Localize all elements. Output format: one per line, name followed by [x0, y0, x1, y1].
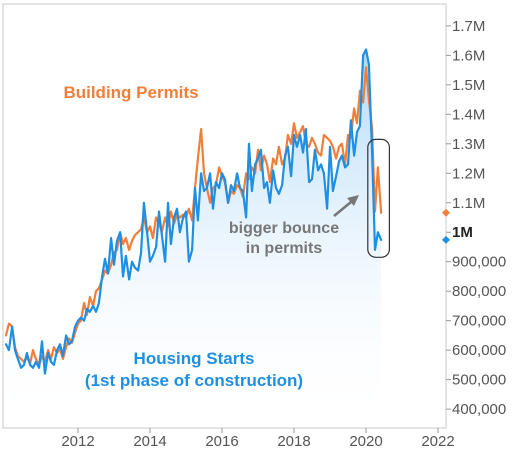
axes-layer: 400,000 500,000 600,000 700,000 800,000 900,0… [2, 3, 506, 450]
y-tick-label: 400,000 [452, 401, 506, 418]
building-permits-last-marker [442, 208, 450, 217]
y-tick-label: 500,000 [452, 372, 506, 389]
x-tick-label: 2016 [205, 433, 238, 450]
y-tick-label: 900,000 [452, 254, 506, 271]
x-tick-label: 2020 [349, 433, 382, 450]
label-building-permits: Building Permits [63, 83, 198, 102]
y-tick-label: 1.4M [452, 106, 485, 123]
y-tick-label: 1.2M [452, 165, 485, 182]
y-tick-label: 1.6M [452, 47, 485, 64]
y-tick-label: 1.3M [452, 136, 485, 153]
y-tick-label: 1M [452, 224, 473, 241]
housing-starts-line [4, 48, 383, 375]
annotation-layer: bigger bounce in permits Building Permits H… [63, 83, 390, 390]
y-tick-label: 1.7M [452, 18, 485, 35]
x-tick-label: 2014 [133, 433, 166, 450]
y-tick-label: 800,000 [452, 283, 506, 300]
label-housing-starts: Housing Starts (1st phase of construction… [85, 349, 303, 390]
x-tick-label: 2018 [277, 433, 310, 450]
lines-layer [4, 48, 383, 375]
y-tick-label: 700,000 [452, 313, 506, 330]
x-tick-label: 2012 [61, 433, 94, 450]
x-tick-label: 2022 [421, 433, 454, 450]
annotation-line: in permits [246, 240, 323, 257]
annotation-line: bigger bounce [229, 220, 339, 237]
y-tick-label: 1.5M [452, 77, 485, 94]
label-line: (1st phase of construction) [85, 371, 303, 390]
annotation-bigger-bounce: bigger bounce in permits [229, 220, 339, 257]
housing-starts-last-marker [442, 235, 450, 244]
highlight-box [367, 138, 390, 258]
y-tick-label: 600,000 [452, 342, 506, 359]
annotation-arrow-shaft [333, 200, 352, 218]
annotation-arrow-head [347, 195, 359, 206]
y-tick-label: 1.1M [452, 195, 485, 212]
label-line: Housing Starts [134, 349, 255, 368]
